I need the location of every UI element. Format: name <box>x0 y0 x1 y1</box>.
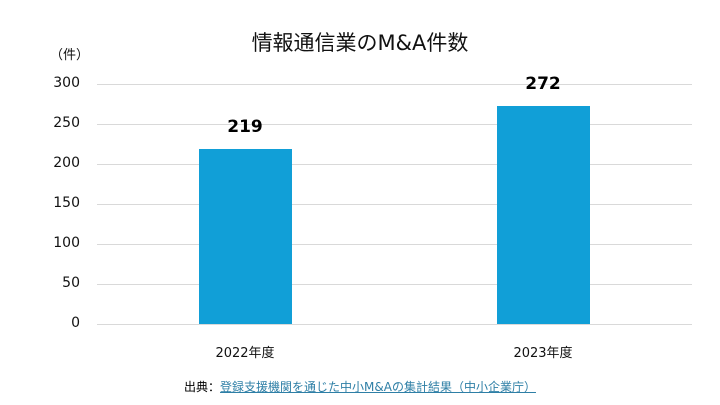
gridline <box>97 124 692 125</box>
bar-value-label-2023: 272 <box>525 74 561 94</box>
source-note: 出典：登録支援機関を通じた中小M&Aの集計結果（中小企業庁） <box>0 378 720 395</box>
gridline <box>97 284 692 285</box>
gridline <box>97 204 692 205</box>
y-axis-unit-label: （件） <box>50 48 90 63</box>
gridline <box>97 84 692 85</box>
y-tick-300: 300 <box>53 75 80 91</box>
y-tick-250: 250 <box>53 115 80 131</box>
y-tick-200: 200 <box>53 155 80 171</box>
y-tick-50: 50 <box>62 275 80 291</box>
bar-2023 <box>497 106 590 324</box>
chart-title: 情報通信業のM&A件数 <box>251 31 469 55</box>
x-axis-baseline <box>97 324 692 325</box>
source-link[interactable]: 登録支援機関を通じた中小M&Aの集計結果（中小企業庁） <box>220 380 536 394</box>
gridline <box>97 244 692 245</box>
gridline <box>97 164 692 165</box>
y-tick-150: 150 <box>53 195 80 211</box>
source-prefix: 出典： <box>184 380 221 394</box>
bar-2022 <box>199 149 292 324</box>
y-tick-0: 0 <box>71 315 80 331</box>
x-tick-2023: 2023年度 <box>513 346 573 361</box>
bar-value-label-2022: 219 <box>227 117 263 137</box>
y-tick-100: 100 <box>53 235 80 251</box>
x-tick-2022: 2022年度 <box>215 346 275 361</box>
